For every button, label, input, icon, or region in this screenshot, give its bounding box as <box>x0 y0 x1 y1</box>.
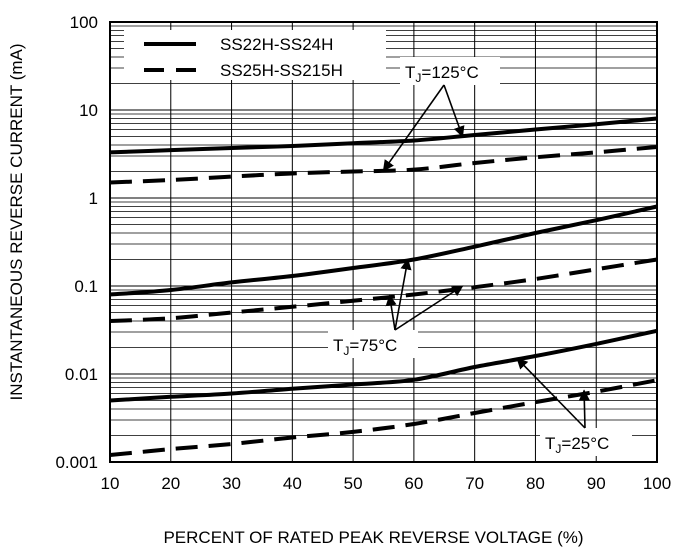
annotation-arrow <box>578 389 590 429</box>
y-tick-label: 0.01 <box>65 365 98 384</box>
y-axis-title: INSTANTANEOUS REVERSE CURRENT (mA) <box>7 43 26 400</box>
y-tick-label: 0.1 <box>74 277 98 296</box>
annotation-label: TJ=75°C <box>333 336 397 358</box>
annotation-arrow <box>385 294 397 331</box>
solid-curve-125c <box>109 116 658 155</box>
annotations: TJ=125°C TJ=75°C TJ=25°C <box>328 57 632 456</box>
legend-background <box>124 30 386 80</box>
x-tick-label: 20 <box>161 474 180 493</box>
y-tick-label: 10 <box>79 101 98 120</box>
solid-curve-25c <box>109 328 658 403</box>
dashed-curve-75c <box>109 257 658 323</box>
x-tick-label: 80 <box>526 474 545 493</box>
annotation-arrow <box>382 84 445 172</box>
annotation-arrow <box>394 285 464 331</box>
legend-label: SS25H-SS215H <box>220 61 343 80</box>
x-tick-label: 70 <box>465 474 484 493</box>
dashed-curve-25c <box>109 378 658 457</box>
x-tick-label: 30 <box>222 474 241 493</box>
plot-border <box>109 21 658 463</box>
annotation-box <box>540 428 632 456</box>
x-tick-label: 10 <box>101 474 120 493</box>
legend: SS22H-SS24H SS25H-SS215H <box>124 30 386 80</box>
annotation-arrow <box>394 258 412 331</box>
curves <box>109 116 658 457</box>
x-tick-label: 40 <box>283 474 302 493</box>
y-tick-label: 0.001 <box>55 453 98 472</box>
annotation-arrow <box>516 357 586 429</box>
annotation-box <box>328 330 418 358</box>
tick-labels: 10 20 30 40 50 60 70 80 90 100 0.001 0.01 0.1 1 10 100 <box>55 13 671 493</box>
x-tick-label: 100 <box>643 474 671 493</box>
x-axis-title: PERCENT OF RATED PEAK REVERSE VOLTAGE (%… <box>163 528 583 547</box>
dashed-curve-125c <box>109 145 658 185</box>
annotation-label: TJ=25°C <box>545 434 609 456</box>
y-tick-label: 1 <box>89 189 98 208</box>
annotation-label: TJ=125°C <box>405 63 479 85</box>
annotation-box <box>400 57 500 85</box>
x-tick-label: 90 <box>587 474 606 493</box>
legend-label: SS22H-SS24H <box>220 35 333 54</box>
solid-curve-75c <box>109 204 658 297</box>
y-tick-label: 100 <box>70 13 98 32</box>
x-tick-label: 50 <box>344 474 363 493</box>
annotation-arrow <box>443 84 465 138</box>
x-tick-label: 60 <box>404 474 423 493</box>
